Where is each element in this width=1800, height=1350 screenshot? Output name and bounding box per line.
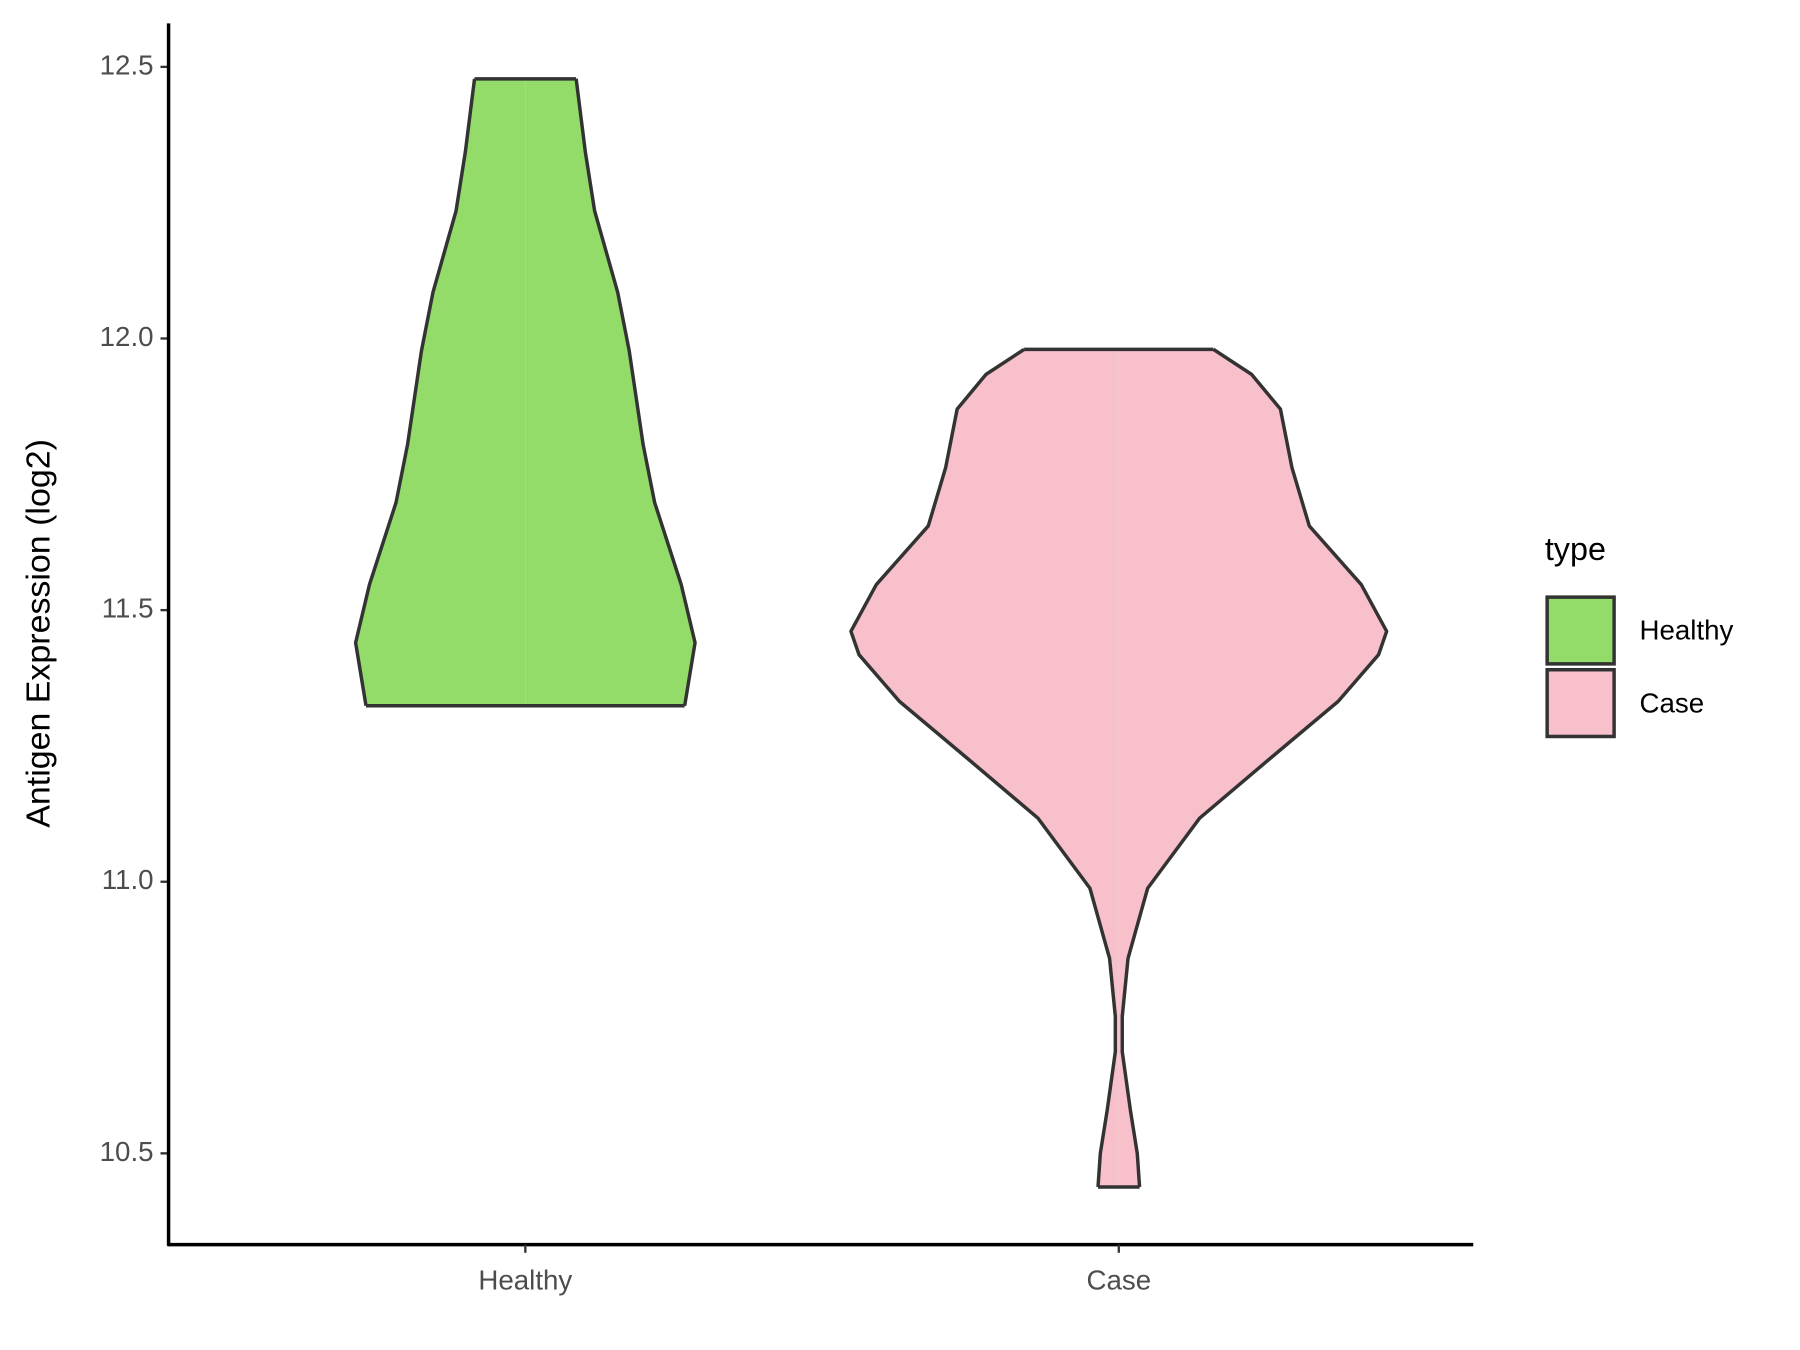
legend-label: Healthy [1640, 615, 1734, 646]
violin-outline [353, 78, 477, 707]
y-tick-label: 10.5 [100, 1136, 154, 1167]
violin-outline [1120, 347, 1389, 1188]
y-axis-title: Antigen Expression (log2) [19, 439, 57, 828]
y-tick-label: 12.0 [100, 321, 154, 352]
legend-key [1545, 667, 1616, 739]
x-tick-label: Healthy [478, 1264, 572, 1295]
legend-key [1545, 595, 1616, 666]
legend-title: type [1545, 531, 1606, 567]
y-tick-label: 12.5 [100, 49, 154, 80]
violin-outline [574, 78, 697, 707]
x-tick-label: Case [1086, 1264, 1151, 1295]
y-tick-label: 11.0 [102, 864, 154, 895]
y-tick-label: 11.5 [102, 592, 154, 623]
violin-half [355, 78, 526, 706]
violin-outline [849, 347, 1118, 1188]
violin-half [525, 78, 696, 706]
violin-half [850, 349, 1119, 1188]
legend-label: Case [1640, 687, 1705, 718]
violin-half [1118, 349, 1387, 1188]
